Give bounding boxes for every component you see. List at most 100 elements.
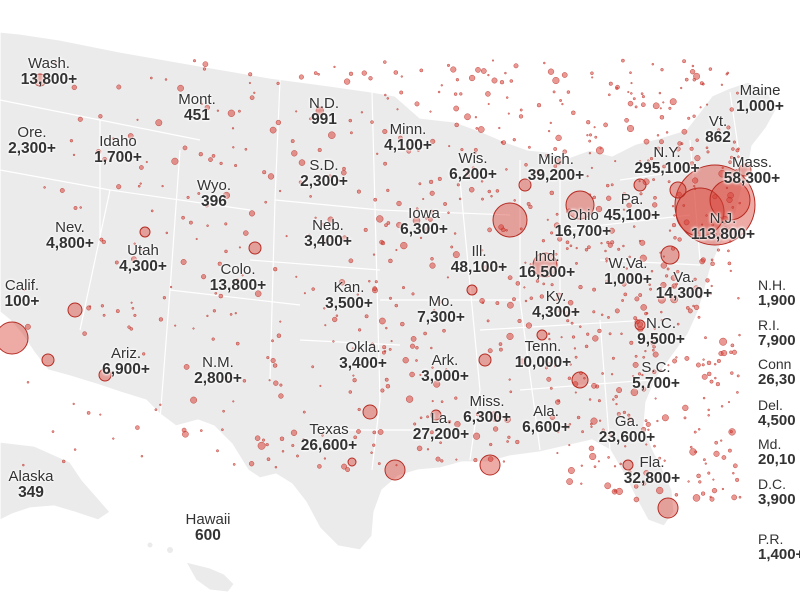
county-dot xyxy=(592,335,599,342)
county-dot xyxy=(321,237,326,243)
state-name: Miss. xyxy=(469,393,505,410)
county-dot xyxy=(597,328,602,333)
county-dot xyxy=(437,90,441,94)
county-dot xyxy=(719,233,723,237)
county-bubble xyxy=(430,409,442,421)
county-dot xyxy=(159,403,162,406)
side-label-dc: D.C. 3,900 xyxy=(758,477,796,508)
county-dot xyxy=(650,339,656,346)
county-dot xyxy=(204,104,210,111)
county-dot xyxy=(43,186,46,189)
county-dot xyxy=(377,429,384,435)
county-dot xyxy=(666,267,670,271)
county-dot xyxy=(704,462,707,465)
state-name: W.Va. xyxy=(608,255,648,272)
county-dot xyxy=(353,435,358,440)
state-label-oh: Ohio 16,700+ xyxy=(555,208,611,240)
county-dot xyxy=(388,347,392,351)
county-dot xyxy=(455,458,458,461)
county-dot xyxy=(356,293,359,296)
county-dot xyxy=(565,240,570,245)
state-name: S.C. xyxy=(641,359,671,376)
county-dot xyxy=(235,341,240,346)
state-name: S.D. xyxy=(309,157,339,174)
county-dot xyxy=(224,222,228,226)
county-dot xyxy=(211,337,215,341)
county-dot xyxy=(475,412,481,417)
county-dot xyxy=(609,227,615,234)
county-dot xyxy=(529,263,532,266)
county-dot xyxy=(714,363,717,366)
county-dot xyxy=(709,496,715,502)
county-dot xyxy=(701,223,704,226)
county-dot xyxy=(624,118,629,123)
county-dot xyxy=(588,445,595,452)
county-dot xyxy=(389,296,393,300)
county-dot xyxy=(515,439,520,445)
county-dot xyxy=(82,331,87,336)
us-land xyxy=(0,31,777,593)
county-dot xyxy=(705,214,708,217)
county-dot xyxy=(689,146,694,151)
county-dot xyxy=(112,137,115,140)
state-value: 4,800+ xyxy=(46,235,94,252)
county-dot xyxy=(429,190,435,196)
county-dot xyxy=(659,369,663,373)
county-dot xyxy=(593,465,597,469)
county-dot xyxy=(386,221,391,225)
county-dot xyxy=(665,131,669,134)
county-dot xyxy=(617,247,621,251)
county-dot xyxy=(729,269,732,272)
county-dot xyxy=(473,432,481,440)
county-dot xyxy=(400,321,405,327)
county-dot xyxy=(597,460,600,463)
county-dot xyxy=(379,317,386,325)
county-dot xyxy=(133,242,136,245)
county-dot xyxy=(402,357,409,364)
county-dot xyxy=(553,222,560,229)
county-dot xyxy=(487,456,494,462)
county-dot xyxy=(503,415,511,423)
county-dot xyxy=(492,59,495,62)
state-name: Wash. xyxy=(28,55,70,72)
county-dot xyxy=(693,304,700,311)
county-dot xyxy=(356,429,361,434)
county-dot xyxy=(737,297,740,300)
county-dot xyxy=(356,189,361,194)
county-dot xyxy=(430,138,436,144)
county-dot xyxy=(716,248,720,252)
county-dot xyxy=(471,166,475,170)
county-dot xyxy=(727,261,732,266)
state-value: 113,800+ xyxy=(690,226,756,243)
county-dot xyxy=(715,382,720,387)
county-dot xyxy=(429,179,434,184)
county-dot xyxy=(694,450,698,454)
county-dot xyxy=(634,354,638,358)
county-dot xyxy=(565,247,569,251)
county-dot xyxy=(303,292,306,295)
county-dot xyxy=(584,247,589,252)
county-dot xyxy=(231,127,235,130)
county-dot xyxy=(100,304,104,308)
county-dot xyxy=(698,428,701,431)
county-dot xyxy=(699,106,702,109)
county-dot xyxy=(296,454,299,458)
county-dot xyxy=(673,236,677,240)
county-dot xyxy=(654,397,657,400)
county-bubble xyxy=(738,163,752,177)
county-dot xyxy=(425,210,429,214)
state-label-al: Ala. 6,600+ xyxy=(522,404,570,436)
county-dot xyxy=(597,399,601,403)
county-dot xyxy=(412,216,421,225)
county-dot xyxy=(557,236,563,242)
county-dot xyxy=(188,220,193,225)
county-dot xyxy=(62,459,66,464)
county-dot xyxy=(730,343,735,348)
state-value: 10,000+ xyxy=(514,354,572,371)
state-value: 27,200+ xyxy=(412,426,470,443)
county-dot xyxy=(626,202,632,209)
county-dot xyxy=(682,59,686,64)
county-dot xyxy=(714,376,717,380)
county-dot xyxy=(670,295,679,304)
state-label-ca: Calif. 100+ xyxy=(5,278,40,310)
